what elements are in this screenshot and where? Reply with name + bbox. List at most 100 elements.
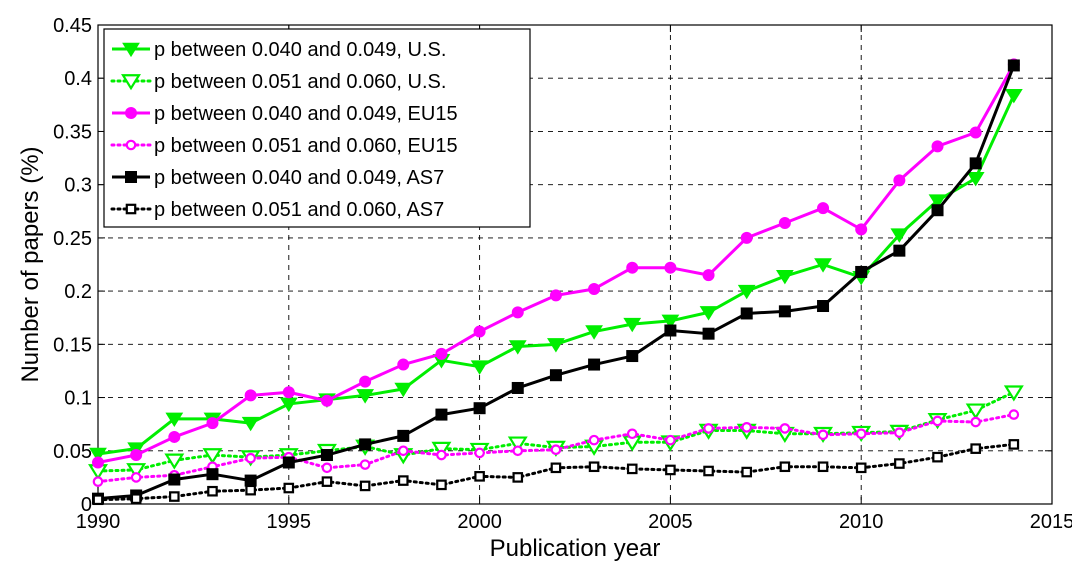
legend-box [103,28,531,228]
y-tick-label: 0.3 [64,175,92,197]
axis-ticks: 1990 1995 2000 2005 2010 2015 0 0.05 0.1 0.15 0.2 0… [53,15,1072,533]
data-point [431,441,452,458]
data-point [508,340,527,355]
data-point [356,389,375,404]
data-point [779,423,791,434]
data-point [814,258,832,273]
data-point [130,449,143,462]
data-point [588,461,600,473]
data-point [626,350,639,363]
y-tick-label: 0.4 [64,68,92,90]
data-point [92,494,104,506]
y-tick-label: 0.1 [64,388,92,410]
data-point [435,408,448,421]
data-point [507,436,528,453]
legend-item: p between 0.051 and 0.060, EU15 [110,135,458,157]
data-point [1003,385,1024,402]
data-point [92,476,104,487]
data-point [970,443,981,454]
legend-item: p between 0.040 and 0.049, AS7 [112,167,444,189]
legend-swatch-marker [125,171,137,183]
data-point [320,449,333,462]
legend-label: p between 0.040 and 0.049, AS7 [154,167,444,189]
data-point [740,231,753,244]
data-point [966,172,985,187]
data-point [699,306,718,321]
data-point [855,462,867,474]
data-point [623,317,642,333]
data-point [244,389,257,402]
data-point [397,429,410,442]
data-point [779,461,791,473]
legend-label: p between 0.040 and 0.049, EU15 [154,103,458,125]
y-tick-label: 0.25 [53,228,92,250]
y-tick-label: 0 [81,494,92,516]
data-point [470,360,489,375]
data-point [359,480,371,492]
data-point [126,463,147,480]
plot-area [97,24,1053,505]
data-point [320,394,333,407]
data-point [168,473,181,486]
data-point [665,434,676,446]
data-point [244,474,257,487]
data-point [473,325,486,338]
data-point [817,429,829,441]
data-point [626,428,638,440]
data-point [585,325,603,340]
data-point [164,453,185,470]
y-tick-label: 0.15 [53,334,92,356]
legend-item: p between 0.040 and 0.049, U.S. [112,39,446,61]
data-point [1007,59,1020,72]
legend-swatch-marker [125,203,137,215]
y-tick-label: 0.45 [53,15,92,37]
y-tick-label: 0.35 [53,121,92,143]
data-point [969,126,982,139]
y-tick-label: 0.05 [53,441,92,463]
legend-label: p between 0.051 and 0.060, U.S. [154,71,446,93]
x-axis-title: Publication year [490,535,661,562]
data-point [778,305,791,318]
legend-label: p between 0.051 and 0.060, EU15 [154,135,458,157]
legend-label: p between 0.051 and 0.060, AS7 [154,199,444,221]
data-point [702,327,715,340]
data-point [547,338,565,353]
x-tick-label: 2005 [648,511,693,533]
data-point [737,284,756,300]
data-point [206,468,219,481]
data-point [928,194,947,209]
data-point [855,428,867,440]
data-point [550,444,562,456]
data-point [435,347,448,360]
data-point [855,265,868,278]
data-point [92,456,104,469]
data-point [473,402,486,415]
data-point [436,479,447,491]
data-point [890,228,909,243]
data-point [855,223,868,236]
data-point [588,358,601,371]
data-point [703,423,714,434]
x-tick-label: 1990 [76,511,121,533]
data-point [817,461,829,473]
data-point [474,447,485,459]
data-point [89,447,107,463]
data-point [775,269,794,285]
data-point [169,491,180,502]
data-point [397,358,410,371]
data-point [241,416,260,432]
legend-swatch-marker [121,74,141,91]
data-point [817,202,830,215]
data-point [931,204,944,217]
data-point [664,324,677,337]
data-point [894,458,905,469]
data-point [626,261,639,274]
data-point [394,382,413,398]
y-tick-label: 0.2 [64,281,92,303]
data-point [931,140,944,153]
data-point [1008,409,1020,420]
legend-swatch-marker [125,107,137,119]
data-point [894,427,905,438]
data-point [359,438,372,451]
x-tick-label: 1995 [267,511,312,533]
